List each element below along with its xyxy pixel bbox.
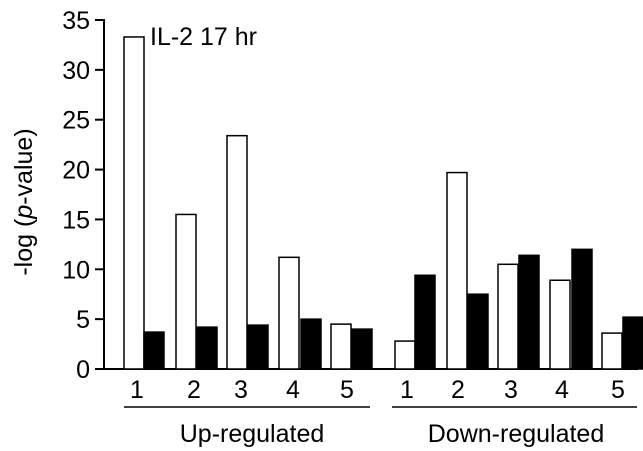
group-label: Up-regulated — [180, 420, 325, 448]
y-tick-label: 20 — [62, 157, 90, 185]
y-tick-label: 35 — [62, 7, 90, 35]
bar-group2-series2-cat5 — [622, 316, 643, 370]
y-axis-label-prefix: -log ( — [10, 218, 38, 276]
bar-group1-series2-cat4 — [300, 318, 322, 370]
bar-group2-series1-cat5 — [601, 332, 623, 370]
bar-group2-series2-cat3 — [518, 254, 540, 370]
x-category-label: 1 — [130, 376, 144, 404]
x-category-label: 3 — [504, 376, 518, 404]
bar-group2-series1-cat1 — [394, 340, 416, 370]
bar-group1-series2-cat3 — [247, 324, 269, 370]
x-category-label: 5 — [340, 376, 354, 404]
y-tick-label: 10 — [62, 256, 90, 284]
bar-group1-series1-cat5 — [330, 323, 352, 370]
bar-group2-series1-cat4 — [549, 279, 571, 370]
y-axis-label: -log (p-value) — [10, 128, 38, 275]
bar-group1-series1-cat4 — [278, 256, 300, 370]
y-axis-label-italic: p — [10, 205, 38, 220]
group-label: Down-regulated — [428, 420, 605, 448]
y-axis-label-suffix: -value) — [10, 128, 38, 204]
bar-group1-series1-cat3 — [226, 134, 248, 370]
bar-group2-series1-cat3 — [497, 263, 519, 370]
y-tick-label: 0 — [76, 356, 90, 384]
y-tick-label: 30 — [62, 57, 90, 85]
x-category-label: 1 — [400, 376, 414, 404]
chart-annotation: IL-2 17 hr — [150, 23, 257, 51]
bar-group1-series2-cat2 — [196, 326, 218, 370]
y-tick-label: 5 — [76, 306, 90, 334]
bar-group2-series2-cat1 — [414, 274, 436, 370]
y-tick-label: 25 — [62, 107, 90, 135]
y-tick-label: 15 — [62, 206, 90, 234]
x-category-label: 4 — [286, 376, 300, 404]
bar-group2-series2-cat2 — [467, 293, 489, 370]
x-category-label: 3 — [234, 376, 248, 404]
bar-group2-series2-cat4 — [571, 248, 593, 370]
bar-group1-series1-cat2 — [175, 213, 197, 370]
bar-group1-series2-cat1 — [143, 331, 165, 370]
x-category-label: 4 — [555, 376, 569, 404]
bar-group1-series2-cat5 — [351, 328, 373, 370]
x-category-label: 2 — [451, 376, 465, 404]
bar-group2-series1-cat2 — [446, 171, 468, 370]
x-category-label: 2 — [187, 376, 201, 404]
bars — [123, 36, 643, 370]
x-category-label: 5 — [611, 376, 625, 404]
bar-group1-series1-cat1 — [123, 36, 145, 370]
